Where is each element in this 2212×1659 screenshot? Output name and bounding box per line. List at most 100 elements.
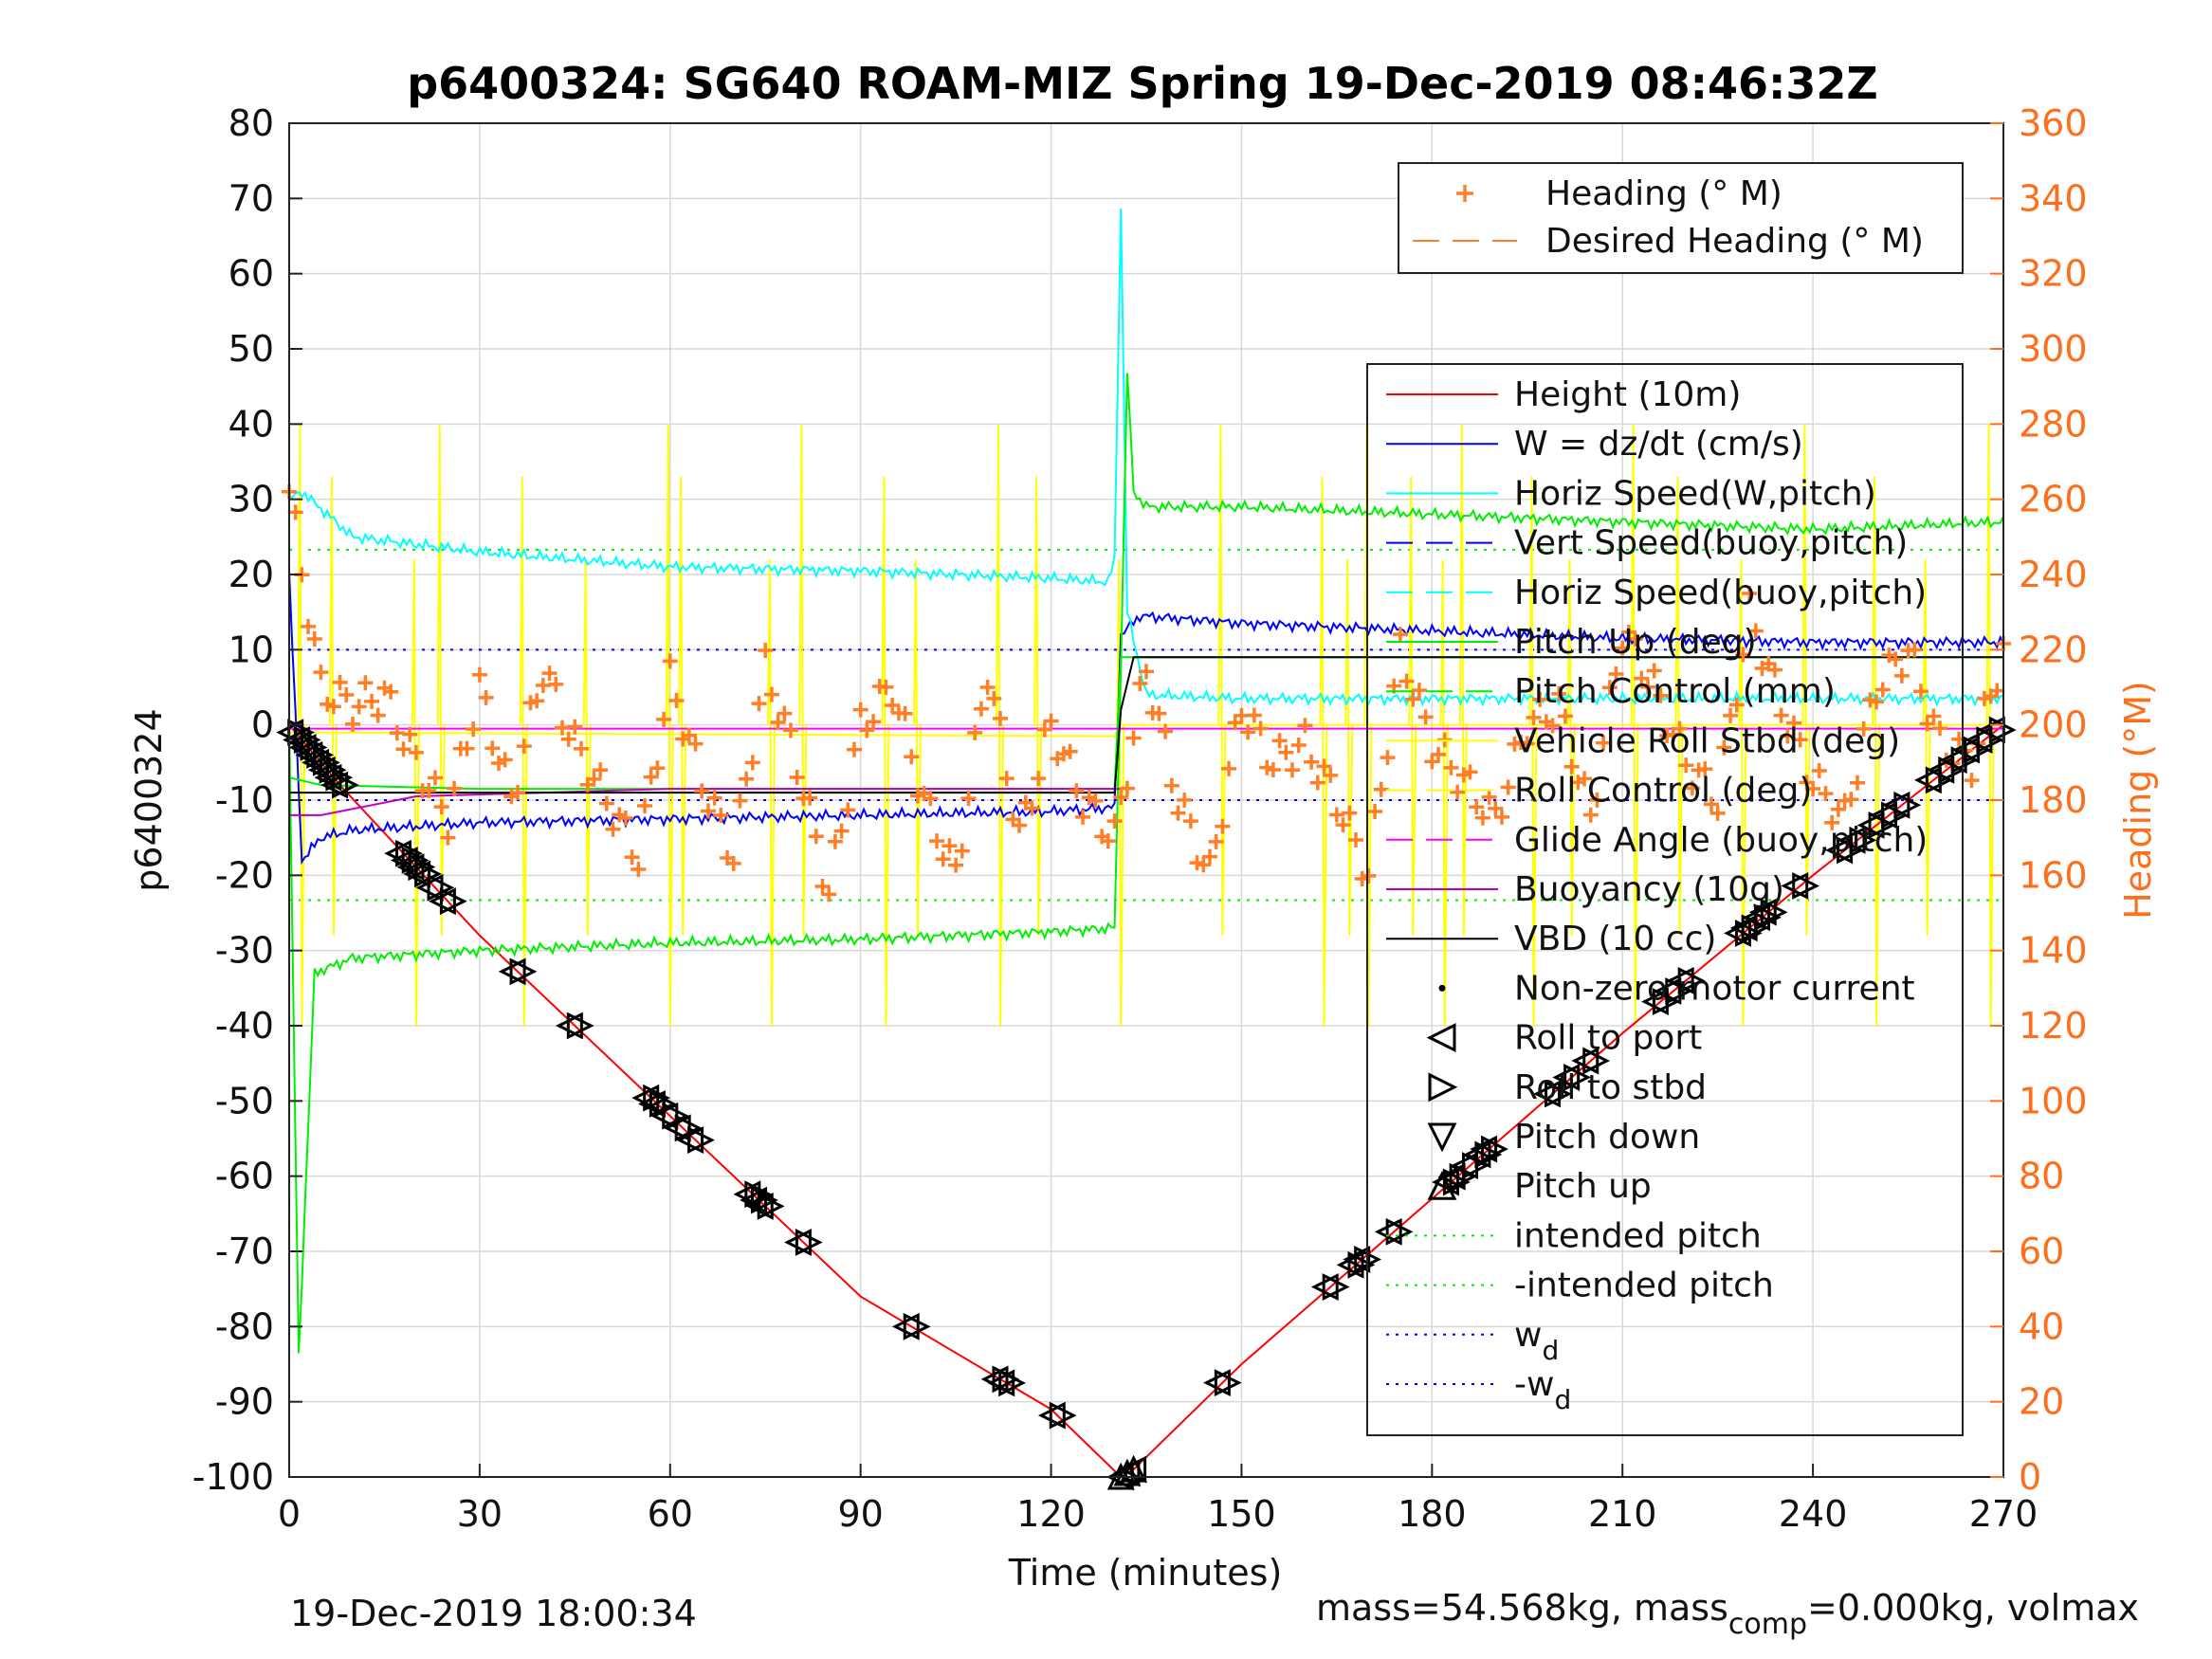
roll-marker	[1214, 1369, 1242, 1397]
heading-marker	[827, 833, 843, 849]
x-tick-label: 30	[457, 1493, 503, 1535]
heading-marker	[338, 686, 355, 702]
legend-main-label: wd	[1514, 1316, 1559, 1366]
y-tick-label: -40	[215, 1005, 274, 1047]
roll-marker	[320, 771, 349, 799]
roll-marker	[1322, 1273, 1350, 1301]
series-line-1	[288, 571, 2004, 866]
heading-marker	[1043, 713, 1059, 729]
heading-marker	[1824, 814, 1840, 830]
roll-marker	[1037, 1401, 1066, 1430]
heading-marker	[1062, 743, 1078, 759]
heading-marker	[402, 726, 418, 742]
legend-main-label: Roll Control (deg)	[1514, 772, 1812, 811]
y-tick-label: 20	[229, 554, 274, 595]
heading-marker	[1551, 685, 1567, 702]
roll-marker	[1760, 898, 1788, 926]
roll-spike	[1872, 476, 1881, 1027]
heading-marker	[459, 740, 475, 757]
heading-marker	[954, 843, 970, 859]
heading-marker	[1493, 809, 1509, 825]
x-axis-label: Time (minutes)	[1008, 1552, 1283, 1594]
heading-marker	[649, 760, 666, 776]
heading-marker	[852, 702, 868, 718]
roll-marker	[784, 1229, 812, 1256]
roll-marker	[998, 1369, 1027, 1397]
heading-marker	[1500, 779, 1516, 795]
heading-marker	[1766, 662, 1782, 678]
heading-marker	[325, 699, 341, 715]
heading-marker	[770, 715, 786, 731]
heading-marker	[1615, 640, 1631, 656]
roll-marker	[1893, 791, 1922, 819]
heading-marker	[1849, 775, 1865, 791]
roll-spike	[881, 476, 890, 1027]
y2-tick-label: 300	[2019, 328, 2088, 370]
heading-marker	[1582, 807, 1599, 823]
heading-marker	[1964, 773, 1980, 789]
x-tick-label: 90	[837, 1493, 883, 1535]
legend-main-label: -intended pitch	[1514, 1267, 1774, 1305]
y-axis-ticks: -100-90-80-70-60-50-40-30-20-10010203040…	[192, 102, 302, 1498]
roll-marker	[751, 1186, 778, 1214]
y2-tick-label: 320	[2019, 253, 2088, 295]
y-axis-label: p6400324	[128, 708, 170, 891]
heading-marker	[1893, 667, 1910, 684]
heading-marker	[560, 731, 576, 747]
heading-marker	[1684, 780, 1700, 796]
heading-marker	[1265, 761, 1281, 777]
heading-marker	[529, 693, 545, 709]
x-axis-ticks: 0 30 60 90 120 150 180 210 240 270	[278, 1464, 2038, 1535]
heading-marker	[1811, 763, 1827, 779]
roll-marker	[1533, 1080, 1562, 1108]
heading-marker	[428, 770, 444, 786]
y2-tick-label: 0	[2019, 1456, 2041, 1498]
heading-marker	[1545, 718, 1561, 734]
heading-marker	[1417, 709, 1434, 725]
heading-marker	[605, 821, 621, 837]
heading-marker	[1888, 651, 1904, 667]
legend-heading-box	[1398, 162, 1964, 274]
heading-marker	[656, 711, 672, 727]
heading-marker	[1088, 793, 1104, 809]
y2-tick-label: 60	[2019, 1231, 2064, 1272]
roll-marker	[1724, 919, 1751, 947]
legend-main: Height (10m) W = dz/dt (cm/s) Horiz Speed(…	[1366, 363, 1964, 1436]
heading-marker	[1926, 708, 1942, 724]
roll-marker	[1552, 1064, 1581, 1091]
legend-main-label: Buoyancy (10g)	[1514, 870, 1784, 909]
heading-marker	[497, 752, 513, 768]
heading-marker	[1170, 805, 1186, 821]
roll-marker	[439, 887, 467, 916]
legend-main-label: intended pitch	[1514, 1216, 1762, 1255]
heading-marker	[1392, 627, 1408, 643]
heading-marker	[1646, 663, 1662, 679]
heading-marker	[332, 674, 348, 690]
heading-marker	[643, 769, 659, 785]
roll-marker	[740, 1186, 768, 1214]
heading-marker	[986, 690, 1002, 706]
heading-marker	[1678, 757, 1694, 774]
y2-tick-label: 340	[2019, 177, 2088, 219]
heading-marker	[1742, 585, 1758, 601]
heading-marker	[364, 693, 380, 709]
heading-marker	[1323, 767, 1339, 783]
y2-tick-label: 80	[2019, 1156, 2064, 1197]
roll-marker	[1837, 826, 1866, 854]
heading-marker	[1462, 764, 1478, 780]
heading-marker	[1716, 739, 1732, 756]
heading-marker	[763, 686, 779, 702]
legend-swatch	[1427, 1170, 1457, 1200]
heading-marker	[1252, 720, 1269, 737]
heading-marker	[1328, 807, 1344, 823]
roll-marker	[757, 1192, 785, 1220]
heading-marker	[1557, 708, 1573, 724]
heading-marker	[567, 719, 583, 735]
roll-spike	[912, 559, 922, 936]
series-layer	[282, 209, 2011, 1479]
roll-marker	[1754, 903, 1782, 932]
heading-marker	[744, 755, 760, 771]
roll-marker	[631, 1084, 660, 1112]
series-line-3	[288, 373, 2004, 1354]
heading-marker	[1208, 833, 1224, 849]
